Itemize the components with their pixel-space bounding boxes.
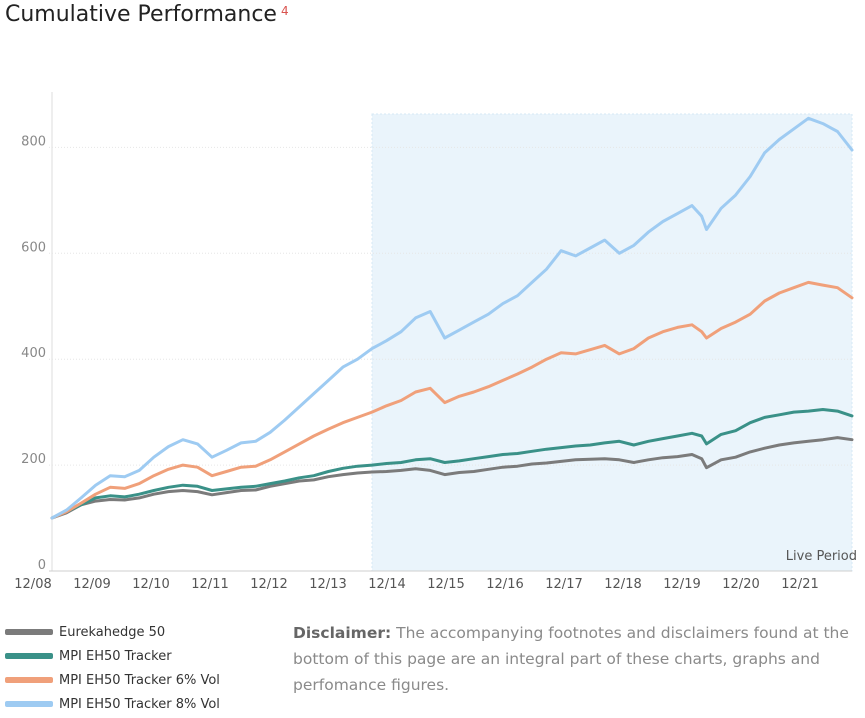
series-line-eurekahedge-50 — [50, 436, 854, 520]
legend-label: Eurekahedge 50 — [59, 624, 166, 640]
y-tick-label: 0 — [38, 558, 46, 573]
disclaimer: Disclaimer: The accompanying footnotes a… — [293, 620, 863, 698]
x-tick-label: 12/09 — [73, 577, 110, 592]
x-tick-label: 12/14 — [368, 577, 405, 592]
legend-swatch — [5, 629, 53, 635]
x-tick-label: 12/20 — [722, 577, 759, 592]
disclaimer-label: Disclaimer: — [293, 624, 392, 642]
x-tick-label: 12/11 — [191, 577, 228, 592]
footnote-marker[interactable]: 4 — [280, 4, 289, 18]
legend-label: MPI EH50 Tracker 8% Vol — [59, 696, 220, 712]
live-period-region — [371, 113, 853, 572]
y-tick-label: 800 — [21, 134, 46, 149]
x-tick-label: 12/12 — [250, 577, 287, 592]
legend-label: MPI EH50 Tracker 6% Vol — [59, 672, 220, 688]
disclaimer-text: The accompanying footnotes and disclaime… — [293, 624, 849, 694]
x-tick-label: 12/21 — [781, 577, 818, 592]
legend-item-eurekahedge-50[interactable]: Eurekahedge 50 — [5, 620, 220, 644]
chart-title: Cumulative Performance 4 — [5, 2, 289, 27]
legend-item-mpi-eh50-tracker-8-vol[interactable]: MPI EH50 Tracker 8% Vol — [5, 692, 220, 716]
y-tick-label: 200 — [21, 452, 46, 467]
legend-swatch — [5, 677, 53, 683]
legend-swatch — [5, 701, 53, 707]
x-tick-label: 12/19 — [663, 577, 700, 592]
x-tick-label: 12/16 — [486, 577, 523, 592]
x-tick-label: 12/17 — [545, 577, 582, 592]
x-tick-label: 12/08 — [14, 577, 51, 592]
legend-swatch — [5, 653, 53, 659]
x-tick-label: 12/13 — [309, 577, 346, 592]
legend-item-mpi-eh50-tracker-6-vol[interactable]: MPI EH50 Tracker 6% Vol — [5, 668, 220, 692]
chart-legend: Eurekahedge 50 MPI EH50 Tracker MPI EH50… — [5, 620, 220, 716]
legend-label: MPI EH50 Tracker — [59, 648, 172, 664]
cumulative-performance-chart: Live Period 0 200 400 600 800 12/08 12/09 12/10 1… — [14, 92, 857, 592]
chart-title-text: Cumulative Performance — [5, 2, 277, 27]
series-line-mpi-eh50-tracker-6-vol — [50, 280, 854, 520]
y-tick-label: 600 — [21, 240, 46, 255]
x-tick-label: 12/10 — [132, 577, 169, 592]
live-period-label: Live Period — [786, 549, 857, 564]
x-tick-label: 12/15 — [427, 577, 464, 592]
y-tick-label: 400 — [21, 346, 46, 361]
x-tick-label: 12/18 — [604, 577, 641, 592]
series-line-mpi-eh50-tracker-8-vol — [50, 116, 854, 520]
series-line-mpi-eh50-tracker — [50, 408, 854, 520]
legend-item-mpi-eh50-tracker[interactable]: MPI EH50 Tracker — [5, 644, 220, 668]
